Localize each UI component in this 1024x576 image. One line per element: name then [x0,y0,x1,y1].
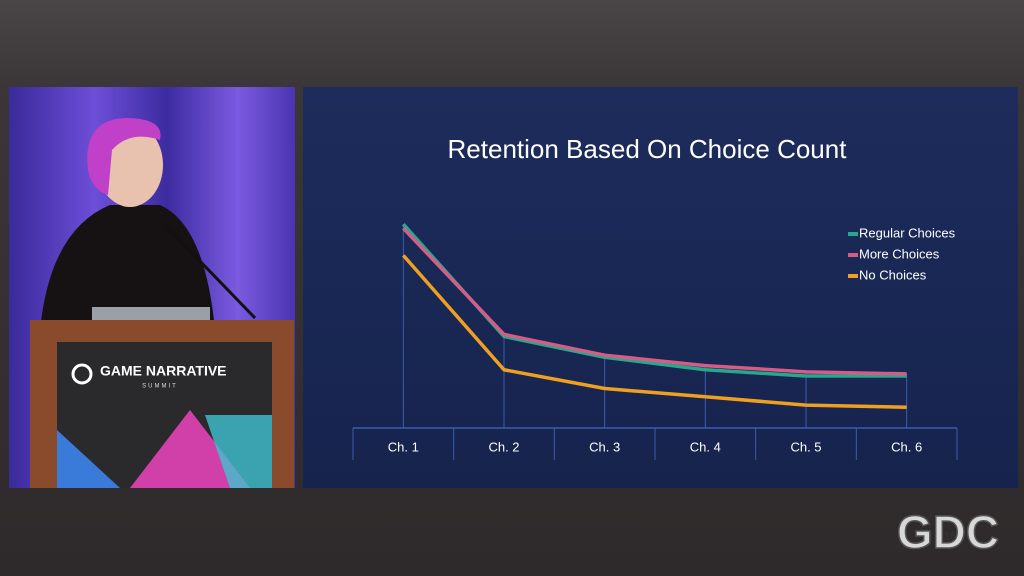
chart-title: Retention Based On Choice Count [448,134,848,164]
x-tick-label: Ch. 4 [690,439,721,454]
legend-label: More Choices [859,246,940,261]
sign-art [130,410,250,488]
legend-label: Regular Choices [859,225,956,240]
microphone [163,223,257,320]
sign-art [57,430,120,488]
legend-label: No Choices [859,267,927,282]
logo-edition: 16 [944,531,956,543]
series-line [402,227,907,376]
series-line [402,254,907,409]
logo-text: GDC [897,506,999,558]
sign-title: GAME NARRATIVE [100,363,227,379]
x-tick-label: Ch. 3 [589,439,620,454]
speaker-body [40,205,215,330]
sign-art [205,415,272,488]
laptop [92,307,210,323]
speaker-video: GAME NARRATIVE SUMMIT [9,87,295,488]
x-tick-label: Ch. 1 [388,439,419,454]
speaker-hair [87,118,161,195]
gdc-logo: GDC 16 [896,505,1000,559]
x-tick-label: Ch. 6 [891,439,922,454]
sign-icon [71,363,93,385]
x-tick-label: Ch. 5 [790,439,821,454]
x-tick-label: Ch. 2 [488,439,519,454]
slide [303,87,1018,488]
plot: Ch. 1 Ch. 2 Ch. 3 Ch. 4 Ch. 5 Ch. 6 Regular Ch… [352,222,958,460]
sign-subtitle: SUMMIT [142,384,178,390]
